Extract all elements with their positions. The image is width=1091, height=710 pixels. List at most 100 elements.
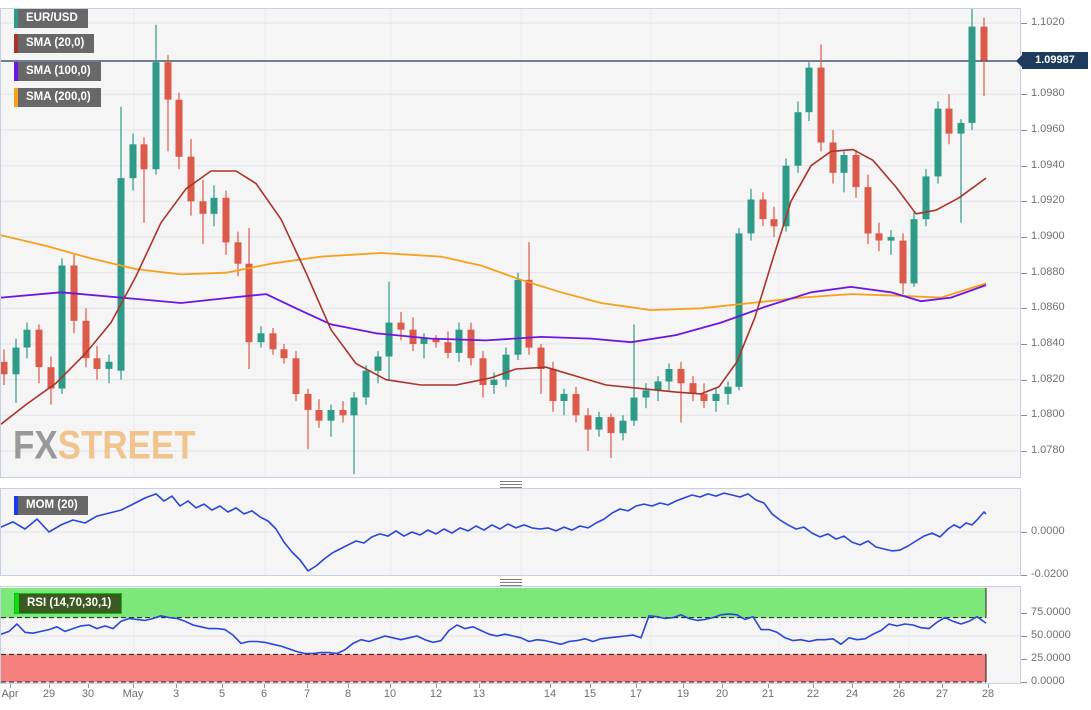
y-axis-tick-label: 1.0860 xyxy=(1031,301,1065,313)
y-axis-tick-label: 1.0820 xyxy=(1031,373,1065,385)
x-axis-tick-label: 28 xyxy=(981,688,995,700)
rsi-line-chart[interactable] xyxy=(1,587,1020,683)
x-axis-tick-label: 14 xyxy=(543,688,557,700)
x-axis-tick xyxy=(590,684,591,688)
y-axis-tick xyxy=(1021,94,1027,95)
y-axis-tick xyxy=(1021,682,1027,683)
mom-color-bar xyxy=(14,496,18,515)
x-axis-tick-label: 20 xyxy=(715,688,729,700)
x-axis-tick xyxy=(899,684,900,688)
x-axis-tick-label: 27 xyxy=(935,688,949,700)
y-axis-tick xyxy=(1021,451,1027,452)
y-axis-tick-label: 0.0000 xyxy=(1031,525,1065,537)
y-axis-tick-label: 1.0900 xyxy=(1031,230,1065,242)
y-axis-tick xyxy=(1021,380,1027,381)
x-axis-tick-label: 30 xyxy=(81,688,95,700)
sma20-color-bar xyxy=(14,34,18,53)
x-axis-tick xyxy=(307,684,308,688)
y-axis-tick xyxy=(1021,344,1027,345)
sma200-color-bar xyxy=(14,88,18,107)
rsi-color-bar xyxy=(15,594,19,613)
symbol-label: EUR/USD xyxy=(26,12,78,24)
x-axis-tick xyxy=(49,684,50,688)
x-axis-tick xyxy=(10,684,11,688)
x-axis-tick xyxy=(88,684,89,688)
x-axis-tick xyxy=(942,684,943,688)
x-axis-tick-label: 12 xyxy=(429,688,443,700)
y-axis-tick xyxy=(1021,636,1027,637)
watermark-fx: FX xyxy=(13,424,58,469)
y-axis-tick-label: 75.0000 xyxy=(1031,606,1071,618)
y-axis-tick xyxy=(1021,273,1027,274)
x-axis-tick xyxy=(722,684,723,688)
resize-grip-icon[interactable] xyxy=(500,579,522,588)
y-axis-tick-label: 1.0940 xyxy=(1031,159,1065,171)
y-axis-tick-label: 1.0800 xyxy=(1031,408,1065,420)
x-axis-tick-label: 19 xyxy=(676,688,690,700)
y-axis-tick-label: 1.0780 xyxy=(1031,444,1065,456)
momentum-line-chart[interactable] xyxy=(1,489,1020,575)
x-axis-tick-label: 21 xyxy=(761,688,775,700)
y-axis-tick xyxy=(1021,575,1027,576)
y-axis-tick xyxy=(1021,659,1027,660)
x-axis-tick xyxy=(348,684,349,688)
legend-symbol[interactable]: EUR/USD xyxy=(14,9,88,28)
x-axis-tick xyxy=(988,684,989,688)
legend-rsi[interactable]: RSI (14,70,30,1) xyxy=(14,593,123,614)
y-axis-tick xyxy=(1021,166,1027,167)
legend-sma100[interactable]: SMA (100,0) xyxy=(14,62,101,81)
x-axis-tick-label: 24 xyxy=(845,688,859,700)
price-pane[interactable]: EUR/USD SMA (20,0) SMA (100,0) SMA (200,… xyxy=(0,8,1021,478)
y-axis-tick-label: 1.0840 xyxy=(1031,337,1065,349)
x-axis-tick xyxy=(264,684,265,688)
y-axis-tick xyxy=(1021,201,1027,202)
sma200-label: SMA (200,0) xyxy=(26,91,91,103)
x-axis-tick-label: May xyxy=(122,688,144,700)
symbol-color-bar xyxy=(14,9,18,28)
legend-mom[interactable]: MOM (20) xyxy=(14,496,88,515)
x-axis-tick xyxy=(133,684,134,688)
mom-label: MOM (20) xyxy=(26,499,78,511)
y-axis-tick-label: -0.0200 xyxy=(1031,568,1069,580)
y-axis-tick xyxy=(1021,23,1027,24)
watermark-street: STREET xyxy=(57,424,196,469)
x-axis-tick xyxy=(636,684,637,688)
x-axis-tick-label: 10 xyxy=(383,688,397,700)
candlestick-chart[interactable] xyxy=(1,9,1020,477)
y-axis-tick-label: 1.0980 xyxy=(1031,87,1065,99)
x-axis-tick-label: 17 xyxy=(629,688,643,700)
y-axis-tick xyxy=(1021,532,1027,533)
y-axis-tick-label: 0.0000 xyxy=(1031,675,1065,687)
y-axis-tick-label: 50.0000 xyxy=(1031,629,1071,641)
x-axis-tick-label: 26 xyxy=(892,688,906,700)
x-axis-tick-label: 8 xyxy=(344,688,352,700)
y-axis-tick xyxy=(1021,130,1027,131)
pane-divider xyxy=(0,478,1091,488)
x-axis-tick xyxy=(550,684,551,688)
legend-sma20[interactable]: SMA (20,0) xyxy=(14,34,95,53)
x-axis-tick xyxy=(222,684,223,688)
resize-grip-icon[interactable] xyxy=(500,481,522,490)
x-axis-tick xyxy=(813,684,814,688)
x-axis-tick-label: 13 xyxy=(472,688,486,700)
rsi-pane[interactable]: RSI (14,70,30,1) xyxy=(0,586,1021,684)
sma100-label: SMA (100,0) xyxy=(26,65,91,77)
x-axis-tick-label: 15 xyxy=(583,688,597,700)
y-axis-tick-label: 1.0960 xyxy=(1031,123,1065,135)
y-axis-tick xyxy=(1021,308,1027,309)
rsi-label: RSI (14,70,30,1) xyxy=(27,597,112,609)
y-axis-tick-label: 1.0880 xyxy=(1031,266,1065,278)
x-axis-tick xyxy=(176,684,177,688)
sma100-color-bar xyxy=(14,62,18,81)
sma20-label: SMA (20,0) xyxy=(26,37,85,49)
x-axis-tick xyxy=(852,684,853,688)
fxstreet-watermark: FXSTREET xyxy=(13,424,196,469)
x-axis-tick-label: 6 xyxy=(260,688,268,700)
legend-sma200[interactable]: SMA (200,0) xyxy=(14,88,101,107)
momentum-pane[interactable]: MOM (20) xyxy=(0,488,1021,576)
pane-divider xyxy=(0,576,1091,586)
x-axis-tick xyxy=(768,684,769,688)
x-axis-tick xyxy=(390,684,391,688)
y-axis-tick xyxy=(1021,237,1027,238)
